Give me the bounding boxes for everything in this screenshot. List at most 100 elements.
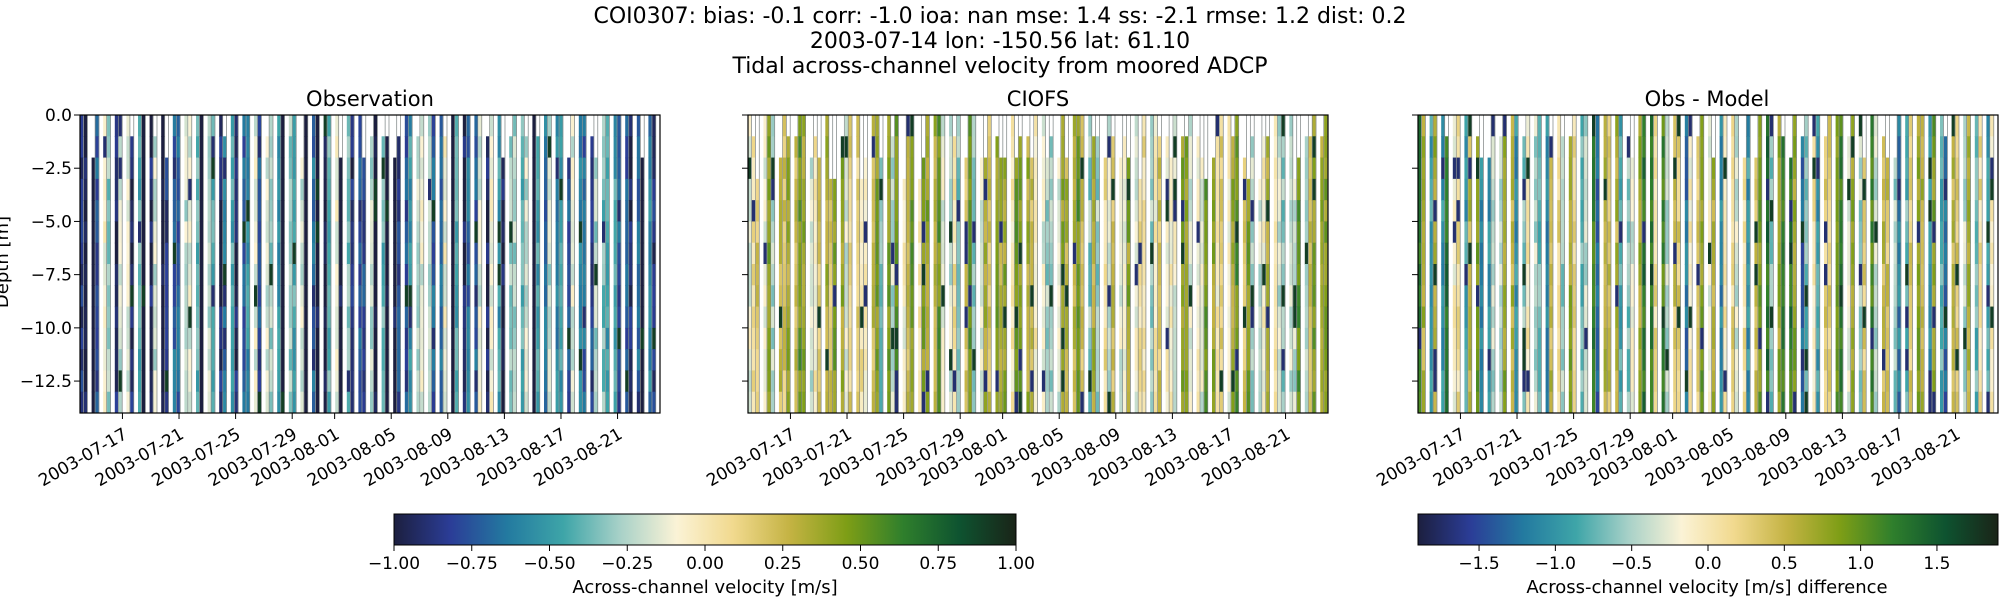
heatmap-cell [1990, 221, 1994, 244]
heatmap-cell [199, 242, 204, 265]
heatmap-cell [1045, 306, 1049, 329]
heatmap-cell [292, 285, 296, 308]
heatmap-cell [1150, 157, 1154, 180]
heatmap-cell [431, 264, 436, 286]
heatmap-cell [443, 285, 447, 308]
heatmap-cell [844, 242, 848, 265]
heatmap-cell [547, 264, 552, 286]
heatmap-cell [486, 391, 490, 413]
heatmap-cell [1719, 306, 1723, 329]
heatmap-cell [188, 221, 192, 244]
heatmap-cell [1545, 327, 1549, 350]
heatmap-cell [1858, 221, 1862, 244]
heatmap-cell [1076, 264, 1080, 286]
heatmap-cell [1858, 285, 1862, 308]
heatmap-cell [501, 327, 505, 350]
heatmap-cell [114, 349, 118, 372]
heatmap-cell [1619, 200, 1623, 223]
heatmap-cell [1433, 115, 1437, 137]
heatmap-cell [1974, 264, 1978, 286]
heatmap-cell [1804, 136, 1808, 159]
heatmap-cell [486, 327, 490, 350]
heatmap-cell [1928, 264, 1932, 286]
heatmap-cell [486, 200, 490, 223]
heatmap-cell [798, 285, 802, 308]
heatmap-cell [184, 200, 188, 223]
heatmap-cell [1293, 242, 1297, 265]
heatmap-cell [1181, 349, 1185, 372]
heatmap-cell [860, 178, 864, 201]
heatmap-cell [1777, 349, 1781, 372]
heatmap-cell [1978, 200, 1982, 223]
heatmap-cell [786, 306, 790, 329]
heatmap-cell [1885, 200, 1890, 223]
column-edge [1234, 115, 1236, 413]
heatmap-cell [1967, 285, 1971, 308]
heatmap-cell [1615, 136, 1619, 159]
heatmap-cell [1630, 221, 1634, 244]
heatmap-cell [1684, 157, 1688, 180]
heatmap-cell [80, 221, 84, 244]
heatmap-cell [1003, 242, 1007, 265]
heatmap-cell [1142, 285, 1146, 308]
heatmap-cell [860, 242, 864, 265]
heatmap-cell [1766, 391, 1770, 413]
heatmap-cell [1215, 285, 1220, 308]
heatmap-cell [571, 264, 575, 286]
heatmap-cell [1514, 327, 1518, 350]
heatmap-cell [1932, 349, 1936, 372]
column-edge [504, 115, 506, 413]
heatmap-cell [590, 200, 594, 223]
heatmap-cell [176, 115, 180, 137]
heatmap-cell [141, 285, 146, 308]
heatmap-cell [848, 157, 852, 180]
heatmap-cell [1642, 136, 1646, 159]
heatmap-cell [1758, 306, 1762, 329]
column-edge [909, 115, 911, 413]
column-edge [106, 115, 108, 413]
heatmap-cell [864, 200, 868, 223]
heatmap-cell [1603, 178, 1607, 201]
heatmap-cell [161, 157, 165, 180]
heatmap-cell [1173, 264, 1177, 286]
heatmap-cell [594, 327, 598, 350]
column-edge [1780, 115, 1782, 413]
heatmap-cell [1479, 327, 1484, 350]
heatmap-cell [1308, 200, 1312, 223]
heatmap-cell [288, 306, 292, 329]
heatmap-cell [972, 157, 976, 180]
heatmap-cell [952, 327, 957, 350]
column-edge [226, 115, 227, 413]
heatmap-cell [1940, 391, 1944, 413]
heatmap-cell [594, 264, 598, 286]
heatmap-cell [802, 349, 806, 372]
column-edge [1838, 115, 1840, 413]
heatmap-cell [408, 370, 412, 393]
column-edge [1203, 115, 1205, 413]
heatmap-cell [1065, 221, 1069, 244]
column-edge [261, 115, 262, 413]
heatmap-cell [536, 306, 540, 329]
heatmap-cell [1456, 242, 1460, 265]
heatmap-cell [300, 327, 304, 350]
heatmap-cell [486, 242, 490, 265]
heatmap-cell [567, 349, 571, 372]
heatmap-cell [1827, 370, 1832, 393]
heatmap-cell [91, 157, 95, 180]
column-edge [1048, 115, 1050, 413]
heatmap-cell [817, 178, 821, 201]
heatmap-cell [782, 200, 786, 223]
heatmap-cell [952, 285, 957, 308]
heatmap-cell [1650, 327, 1654, 350]
heatmap-cell [559, 157, 563, 180]
heatmap-cell [1688, 136, 1692, 159]
heatmap-cell [1870, 306, 1874, 329]
heatmap-cell [763, 221, 767, 244]
heatmap-cell [555, 264, 559, 286]
heatmap-cell [219, 178, 223, 201]
heatmap-cell [1246, 370, 1250, 393]
heatmap-cell [1607, 136, 1611, 159]
heatmap-cell [1018, 200, 1022, 223]
heatmap-cell [1250, 306, 1254, 329]
heatmap-cell [184, 264, 188, 286]
